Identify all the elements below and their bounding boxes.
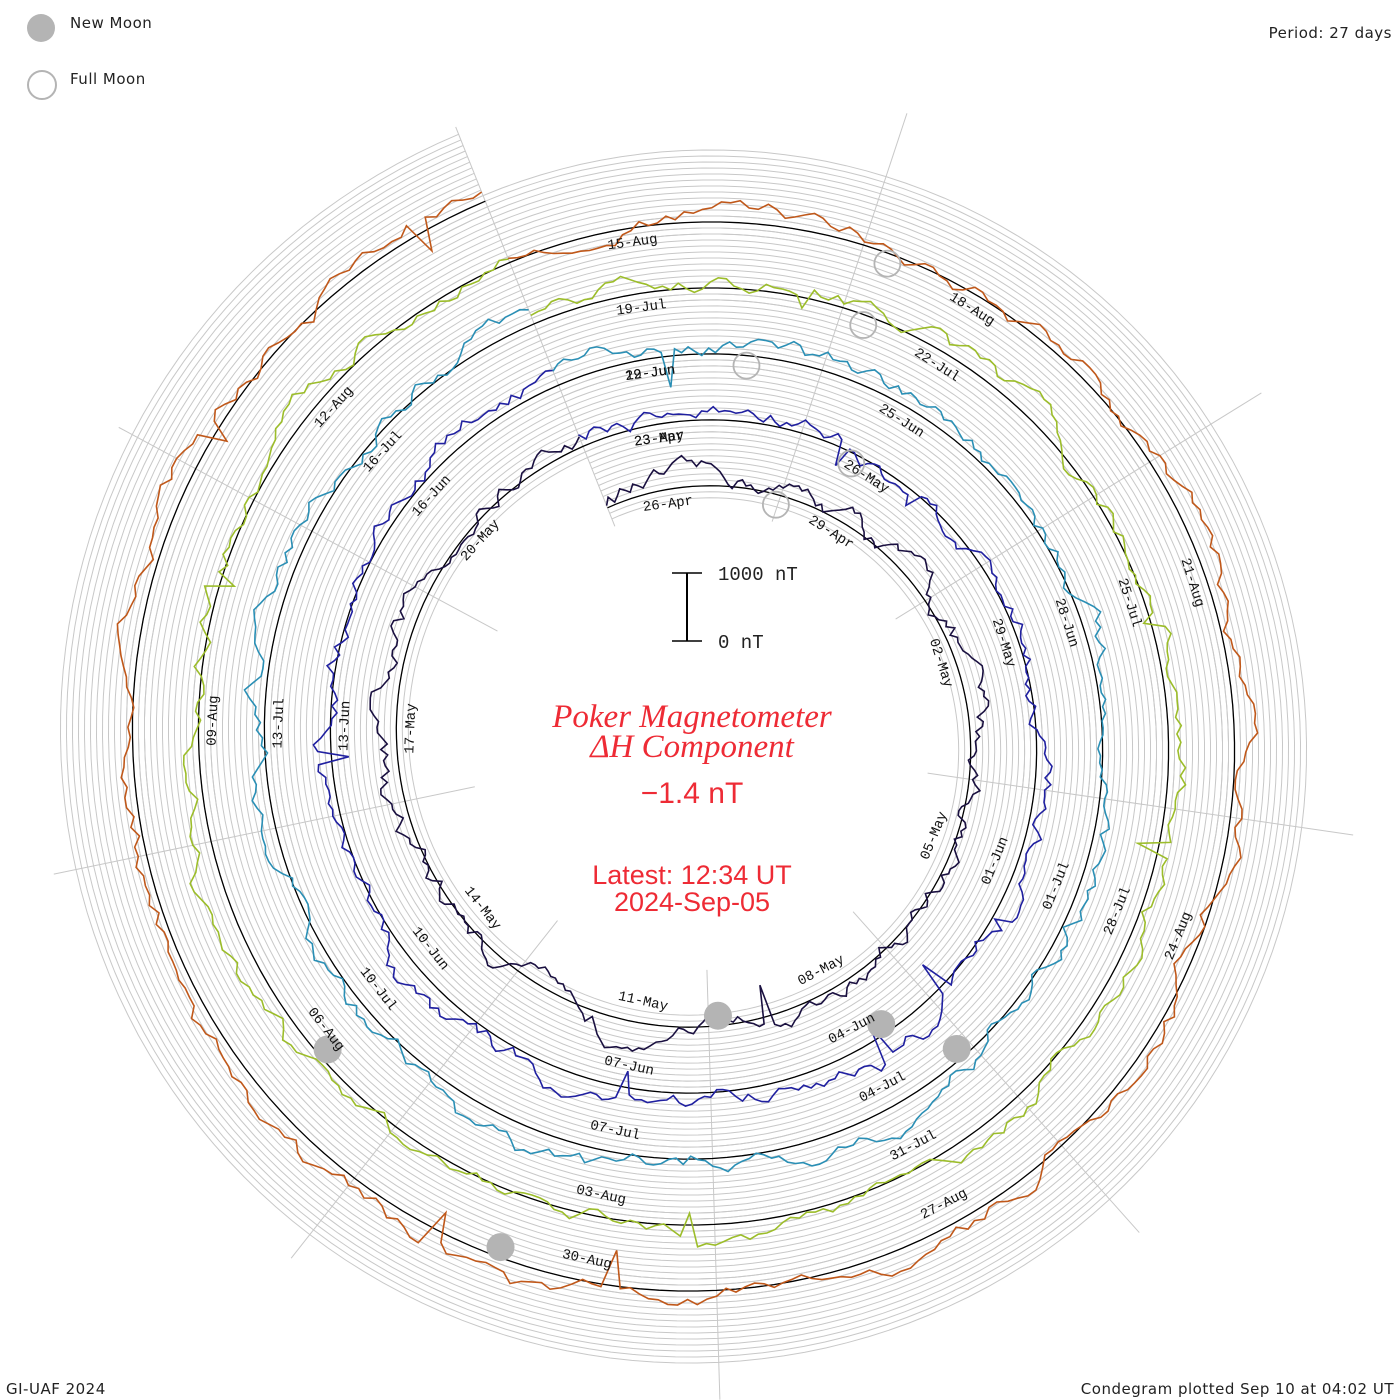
date-label: 10-Jun [408,924,451,974]
date-label: 14-May [460,884,503,934]
chart-subtitle: ΔH Component [588,729,794,765]
grid-ring [71,145,1296,1352]
date-label: 25-Jul [1114,576,1145,629]
grid-ring [59,133,1308,1364]
date-label: 05-May [918,810,952,863]
grid-ring [107,178,1259,1316]
day-spoke [895,392,1262,620]
full-moon-marker [873,249,902,278]
date-label: 23-May [633,428,685,451]
data-trace-5 [116,191,1259,1306]
date-label: 16-Jun [409,472,455,520]
plotted-label: Condegram plotted Sep 10 at 04:02 UT [1080,1380,1394,1398]
moon-markers [313,249,971,1262]
day-spoke [118,426,498,632]
grid-ring [113,184,1253,1310]
data-trace-1 [369,436,990,1053]
chart-title: Poker Magnetometer [551,699,832,735]
grid-ring [95,167,1271,1328]
date-label: 17-May [402,703,420,754]
grid-ring [89,161,1278,1334]
data-trace-4 [182,258,1187,1248]
data-trace-3 [243,308,1111,1173]
latest-time: Latest: 12:34 UT [592,860,792,890]
day-spoke [927,772,1354,836]
grid-ring [83,156,1284,1340]
date-label: 13-Jun [336,700,354,751]
grid-ring [77,150,1290,1346]
day-spoke [706,969,721,1400]
full-moon-legend-icon [27,70,57,100]
date-label: 01-Jul [1040,860,1074,913]
latest-date: 2024-Sep-05 [614,887,770,917]
period-label: Period: 27 days [1268,24,1392,42]
new-moon-marker [486,1233,515,1262]
scale-bar: 1000 nT 0 nT [672,564,798,654]
baseline-spirals [131,200,1236,1292]
date-label: 13-Jul [270,698,288,749]
date-label: 01-Jun [979,835,1013,888]
scale-top-label: 1000 nT [718,564,798,586]
day-spoke [455,126,616,527]
new-moon-legend-label: New Moon [70,14,153,32]
date-label: 12-Aug [311,384,357,432]
subtitle-text: Component [633,729,794,765]
day-spoke [852,911,1140,1233]
date-label: 28-Jun [1051,597,1082,650]
date-label: 23-Apr [633,428,685,451]
date-label: 02-May [925,637,956,690]
date-label: 16-Jul [360,428,406,476]
new-moon-legend-icon [27,14,55,42]
subtitle-symbol: ΔH [588,729,635,765]
day-spoke [290,920,558,1259]
data-trace-2 [312,369,1053,1107]
date-label: 09-Aug [204,695,222,746]
new-moon-marker [313,1035,342,1064]
date-label: 21-Aug [1176,556,1207,609]
full-moon-marker [837,449,866,478]
new-moon-marker [942,1034,971,1063]
full-moon-marker [761,490,790,519]
date-label: 22-Jun [624,363,676,386]
full-moon-marker [732,351,761,380]
new-moon-marker [703,1001,732,1030]
full-moon-legend-label: Full Moon [70,70,146,88]
grid-ring [119,189,1247,1304]
date-label: 15-Aug [607,232,659,255]
date-label: 10-Jul [356,965,399,1015]
date-label: 24-Aug [1162,910,1196,963]
scale-bottom-label: 0 nT [718,632,764,654]
date-label: 29-May [988,617,1019,670]
baseline-spiral [131,200,1236,1292]
day-spokes [53,113,1354,1400]
date-label: 26-Apr [642,493,694,516]
credit-label: GI-UAF 2024 [6,1380,106,1398]
full-moon-marker [849,311,878,339]
current-value: −1.4 nT [641,777,744,810]
data-traces [116,191,1259,1306]
day-spoke [771,113,908,522]
new-moon-marker [867,1010,896,1039]
date-label: 19-Jul [615,297,667,320]
date-label: 28-Jul [1101,885,1135,938]
grid-ring [101,172,1265,1322]
date-label: 19-Jun [624,363,676,386]
